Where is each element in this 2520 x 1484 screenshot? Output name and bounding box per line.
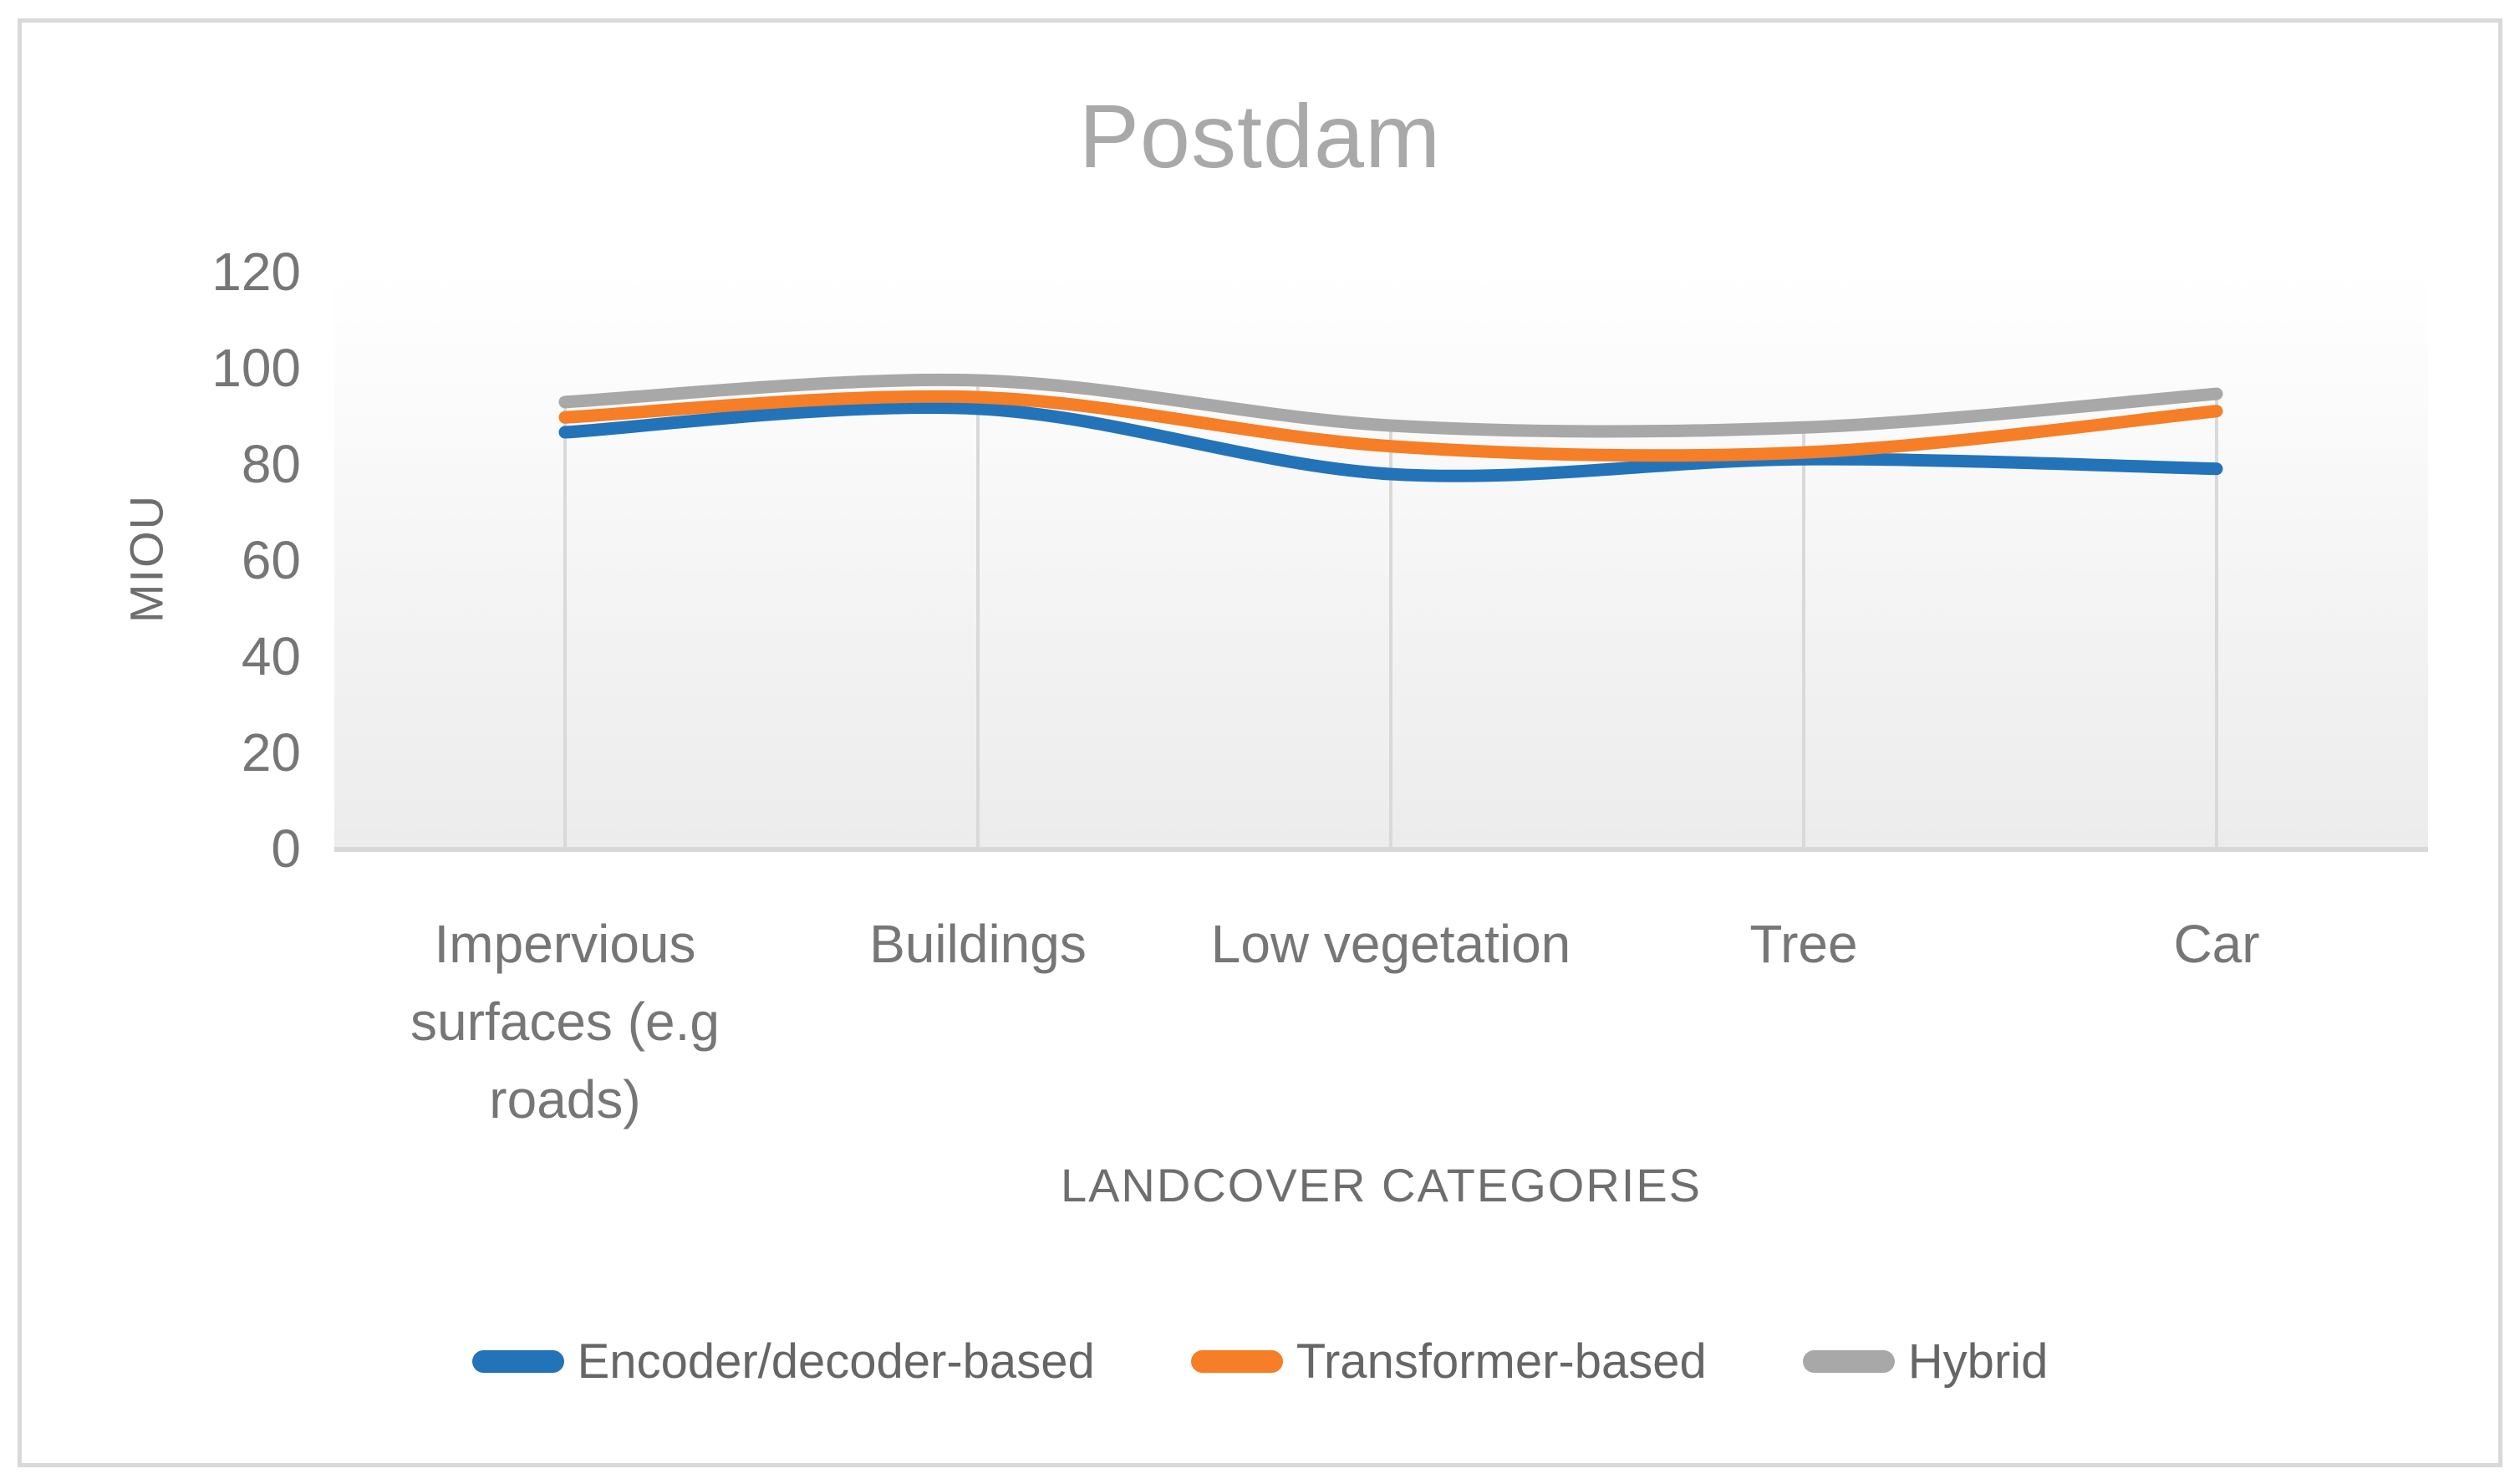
x-category-label: Low vegetation [1210,914,1571,974]
y-tick-label: 40 [241,626,301,686]
series-line-hybrid [558,373,2223,438]
legend-item: Transformer-based [1190,1334,1707,1390]
legend-swatch [471,1350,564,1373]
legend-label: Transformer-based [1296,1334,1707,1389]
legend-swatch [1802,1350,1895,1373]
y-tick-label: 80 [241,434,301,494]
chart-border [18,18,2502,1467]
legend-label: Encoder/decoder-based [577,1334,1095,1389]
x-axis-line [334,847,2428,852]
legend-item: Hybrid [1802,1334,2049,1390]
legend: Encoder/decoder-based Transformer-based Hy… [0,1334,2520,1390]
y-tick-label: 60 [241,530,301,590]
legend-swatch [1190,1350,1283,1373]
y-tick-label: 100 [211,338,301,398]
chart-title: Postdam [1078,85,1442,186]
legend-item: Encoder/decoder-based [471,1334,1095,1390]
legend-label: Hybrid [1907,1334,2049,1389]
plot-area [334,272,2428,849]
x-category-label: Impervious surfaces (e.g roads) [410,914,720,1130]
series-line-transformer-based [558,390,2223,462]
x-category-label: Buildings [869,914,1087,974]
series-line-encoder-decoder-based [558,401,2223,482]
y-tick-label: 20 [241,722,301,783]
y-tick-label: 0 [271,818,301,879]
x-category-label: Car [2173,914,2260,974]
y-tick-label: 120 [211,242,301,302]
x-axis-title: LANDCOVER CATEGORIES [1060,1159,1703,1211]
x-category-label: Tree [1749,914,1858,974]
